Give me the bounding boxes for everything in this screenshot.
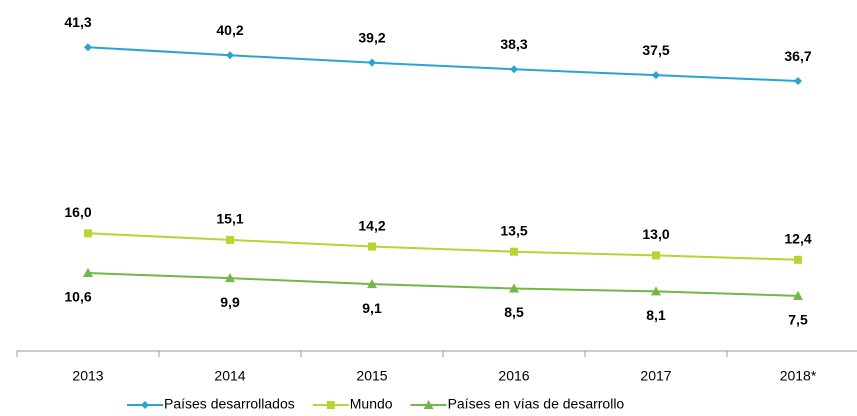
value-label: 41,3: [64, 14, 91, 30]
value-label: 9,1: [362, 300, 382, 316]
x-tick-label: 2013: [72, 368, 103, 384]
marker: [423, 400, 434, 409]
value-label: 15,1: [216, 211, 243, 227]
marker: [652, 71, 660, 80]
marker: [651, 286, 661, 296]
x-tick-label: 2016: [498, 368, 529, 384]
value-label: 10,6: [64, 289, 91, 305]
series-line: [87, 272, 799, 297]
value-label: 12,4: [784, 230, 811, 246]
marker: [794, 77, 802, 86]
value-label: 13,5: [500, 222, 527, 238]
x-tick-label: 2014: [214, 368, 245, 384]
value-label: 36,7: [784, 48, 811, 64]
value-label: 40,2: [216, 22, 243, 38]
value-label: 16,0: [64, 204, 91, 220]
marker: [326, 401, 335, 409]
marker: [84, 43, 92, 52]
value-label: 9,9: [220, 294, 240, 310]
marker: [652, 251, 660, 260]
series-line: [87, 232, 799, 261]
marker: [226, 51, 234, 60]
marker: [368, 58, 376, 67]
marker: [794, 255, 802, 264]
x-tick-label: 2018*: [780, 368, 817, 384]
marker: [368, 242, 376, 251]
value-label: 13,0: [642, 226, 669, 242]
legend-label: Países desarrollados: [164, 396, 295, 412]
x-tick-label: 2017: [640, 368, 671, 384]
value-label: 38,3: [500, 36, 527, 52]
marker: [83, 268, 93, 278]
marker: [367, 279, 377, 289]
value-label: 8,5: [504, 304, 524, 320]
marker: [141, 401, 149, 409]
marker: [84, 229, 92, 238]
series-line: [87, 46, 799, 83]
marker: [510, 65, 518, 74]
value-label: 39,2: [358, 29, 385, 45]
marker: [509, 283, 519, 293]
marker: [225, 273, 235, 283]
value-label: 14,2: [358, 217, 385, 233]
value-label: 37,5: [642, 42, 669, 58]
legend-label: Países en vías de desarrollo: [448, 396, 625, 412]
marker: [793, 290, 803, 300]
marker: [226, 235, 234, 244]
marker: [510, 247, 518, 256]
x-tick-label: 2015: [356, 368, 387, 384]
value-label: 8,1: [646, 307, 666, 323]
legend-label: Mundo: [350, 396, 393, 412]
value-label: 7,5: [788, 312, 808, 328]
